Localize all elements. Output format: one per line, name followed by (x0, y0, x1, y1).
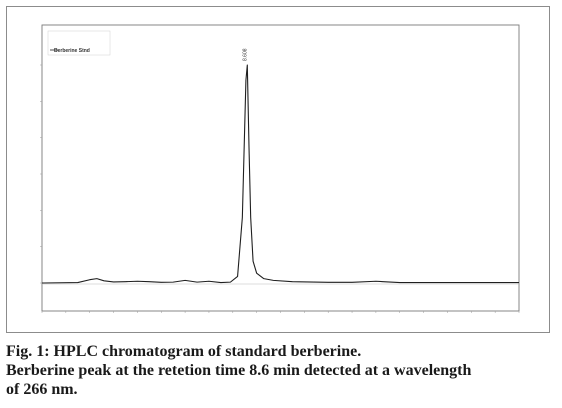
caption-line-1: Fig. 1: HPLC chromatogram of standard be… (6, 343, 362, 360)
chromatogram-chart: Berberine Stnd 8.608 (40, 24, 520, 313)
y-ticks (40, 64, 42, 284)
figure-caption: Fig. 1: HPLC chromatogram of standard be… (6, 342, 556, 399)
caption-line-2: Berberine peak at the retetion time 8.6 … (6, 362, 472, 379)
peak-label: 8.608 (242, 48, 248, 61)
caption-line-3: of 266 nm. (6, 381, 78, 398)
legend-entry-0: Berberine Stnd (54, 48, 90, 54)
series-line-berberine (41, 64, 519, 284)
figure-frame: Berberine Stnd 8.608 (6, 6, 550, 333)
plot-area (41, 24, 520, 312)
legend-box (47, 30, 111, 56)
x-ticks (41, 311, 520, 313)
